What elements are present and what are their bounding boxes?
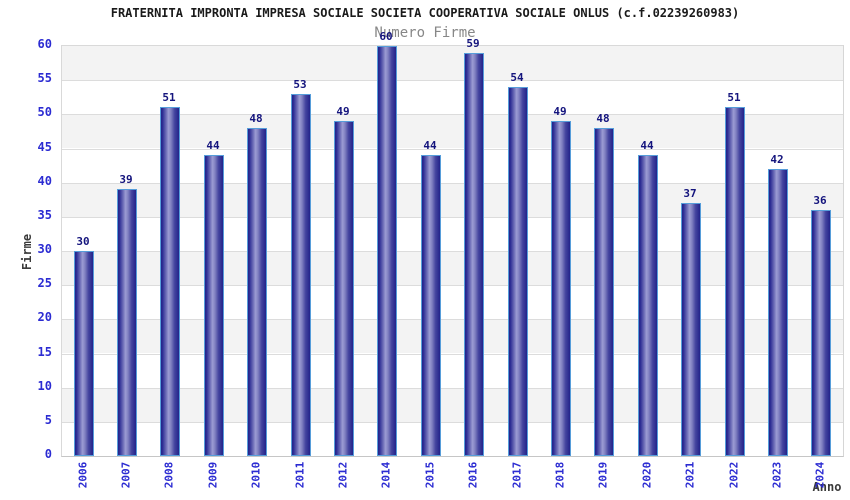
bar-value-label: 54 bbox=[510, 71, 524, 84]
x-tick-label: 2022 bbox=[727, 461, 741, 489]
bar-value-label: 44 bbox=[640, 139, 654, 152]
y-tick-label: 20 bbox=[37, 310, 52, 324]
gridline bbox=[62, 387, 843, 389]
plot-band bbox=[62, 319, 843, 354]
y-tick-label: 45 bbox=[37, 140, 52, 154]
x-tick-label: 2020 bbox=[640, 461, 654, 489]
bar-2019 bbox=[594, 128, 614, 456]
bar-2012 bbox=[334, 121, 354, 456]
plot-band bbox=[62, 251, 843, 286]
x-tick-label: 2021 bbox=[683, 461, 697, 489]
x-tick-label: 2024 bbox=[813, 461, 827, 489]
chart-subtitle: Numero Firme bbox=[374, 25, 476, 41]
bar-value-label: 60 bbox=[379, 30, 393, 43]
bar-value-label: 37 bbox=[683, 187, 697, 200]
plot-band bbox=[62, 114, 843, 149]
y-tick-label: 25 bbox=[37, 276, 52, 290]
bar-value-label: 59 bbox=[466, 37, 480, 50]
y-tick-label: 15 bbox=[37, 345, 52, 359]
gridline bbox=[62, 251, 843, 252]
x-tick-label: 2010 bbox=[249, 461, 263, 489]
plot-band bbox=[62, 46, 843, 81]
bar-value-label: 49 bbox=[553, 105, 567, 118]
gridline bbox=[62, 421, 843, 423]
bar-value-label: 30 bbox=[76, 235, 90, 248]
bar-2017 bbox=[508, 87, 528, 456]
bar-2021 bbox=[681, 203, 701, 456]
x-tick-label: 2023 bbox=[770, 461, 784, 489]
bar-2014 bbox=[377, 46, 397, 456]
bar-value-label: 42 bbox=[770, 153, 784, 166]
x-tick-label: 2006 bbox=[76, 461, 90, 489]
bar-2022 bbox=[725, 107, 745, 456]
y-tick-label: 5 bbox=[44, 413, 52, 427]
x-axis-title: Anno bbox=[812, 480, 842, 494]
bar-2024 bbox=[811, 210, 831, 456]
gridline bbox=[62, 148, 843, 150]
bar-value-label: 53 bbox=[293, 78, 307, 91]
bar-2010 bbox=[247, 128, 267, 456]
x-tick-label: 2007 bbox=[119, 461, 133, 489]
y-tick-label: 30 bbox=[37, 242, 52, 256]
y-tick-label: 0 bbox=[44, 447, 52, 461]
x-tick-label: 2015 bbox=[423, 461, 437, 489]
gridline bbox=[62, 114, 843, 116]
x-tick-label: 2011 bbox=[293, 461, 307, 489]
bar-2023 bbox=[768, 169, 788, 456]
plot-band bbox=[62, 387, 843, 422]
bar-2009 bbox=[204, 155, 224, 456]
bar-value-label: 39 bbox=[119, 173, 133, 186]
bar-2008 bbox=[160, 107, 180, 456]
plot-area bbox=[61, 45, 844, 457]
x-tick-label: 2009 bbox=[206, 461, 220, 489]
bar-2018 bbox=[551, 121, 571, 456]
y-tick-label: 10 bbox=[37, 379, 52, 393]
gridline bbox=[62, 319, 843, 321]
bar-value-label: 49 bbox=[336, 105, 350, 118]
gridline bbox=[62, 353, 843, 355]
plot-band bbox=[62, 182, 843, 217]
bar-value-label: 51 bbox=[162, 91, 176, 104]
y-tick-label: 50 bbox=[37, 105, 52, 119]
gridline bbox=[62, 285, 843, 287]
bar-2011 bbox=[291, 94, 311, 456]
bar-2007 bbox=[117, 189, 137, 456]
x-tick-label: 2019 bbox=[596, 461, 610, 489]
bar-2016 bbox=[464, 53, 484, 456]
x-tick-label: 2016 bbox=[466, 461, 480, 489]
x-tick-label: 2014 bbox=[379, 461, 393, 489]
bar-2006 bbox=[74, 251, 94, 456]
bar-2020 bbox=[638, 155, 658, 456]
gridline bbox=[62, 216, 843, 218]
x-tick-label: 2017 bbox=[510, 461, 524, 489]
gridline bbox=[62, 80, 843, 82]
y-tick-label: 40 bbox=[37, 174, 52, 188]
bar-value-label: 48 bbox=[596, 112, 610, 125]
y-tick-label: 35 bbox=[37, 208, 52, 222]
y-tick-label: 60 bbox=[37, 37, 52, 51]
chart-title: FRATERNITA IMPRONTA IMPRESA SOCIALE SOCI… bbox=[110, 6, 740, 20]
bar-value-label: 51 bbox=[727, 91, 741, 104]
gridline bbox=[62, 182, 843, 184]
bar-value-label: 44 bbox=[206, 139, 220, 152]
bar-value-label: 44 bbox=[423, 139, 437, 152]
x-tick-label: 2008 bbox=[162, 461, 176, 489]
x-tick-label: 2012 bbox=[336, 461, 350, 489]
x-tick-label: 2018 bbox=[553, 461, 567, 489]
y-tick-label: 55 bbox=[37, 71, 52, 85]
bar-value-label: 48 bbox=[249, 112, 263, 125]
bar-value-label: 36 bbox=[813, 194, 827, 207]
bar-2015 bbox=[421, 155, 441, 456]
